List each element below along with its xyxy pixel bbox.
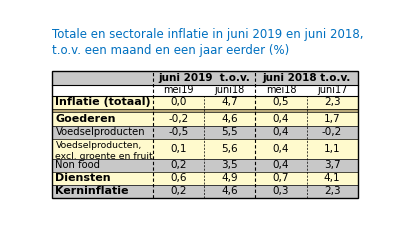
Text: 5,5: 5,5	[222, 127, 238, 137]
Text: mei19: mei19	[164, 85, 194, 95]
Text: Voedselproducten: Voedselproducten	[56, 127, 145, 137]
Bar	[52, 139, 358, 159]
Bar	[52, 85, 358, 96]
Text: juni 2018 t.o.v.: juni 2018 t.o.v.	[262, 73, 351, 83]
Text: 0,4: 0,4	[273, 114, 289, 124]
Text: 1,7: 1,7	[324, 114, 340, 124]
Text: 0,1: 0,1	[170, 144, 187, 154]
Text: Voedselproducten,
excl. groente en fruit: Voedselproducten, excl. groente en fruit	[56, 141, 153, 161]
Text: 0,2: 0,2	[170, 186, 187, 196]
Text: Goederen: Goederen	[56, 114, 116, 124]
Text: juni17: juni17	[317, 85, 347, 95]
Bar	[52, 96, 358, 109]
Bar	[52, 126, 358, 139]
Text: Non food: Non food	[56, 160, 100, 170]
Bar	[52, 109, 358, 112]
Text: 0,7: 0,7	[273, 173, 289, 183]
Bar	[52, 172, 358, 185]
Text: 4,9: 4,9	[222, 173, 238, 183]
Bar	[52, 185, 358, 198]
Text: 0,5: 0,5	[273, 97, 289, 107]
Text: 1,1: 1,1	[324, 144, 340, 154]
Text: 0,4: 0,4	[273, 160, 289, 170]
Text: Inflatie (totaal): Inflatie (totaal)	[56, 97, 151, 107]
Text: 0,0: 0,0	[170, 97, 187, 107]
Text: 2,3: 2,3	[324, 97, 340, 107]
Text: 2,3: 2,3	[324, 186, 340, 196]
Bar	[52, 71, 358, 198]
Text: 5,6: 5,6	[222, 144, 238, 154]
Text: 0,4: 0,4	[273, 144, 289, 154]
Text: 4,6: 4,6	[222, 114, 238, 124]
Text: juni 2019  t.o.v.: juni 2019 t.o.v.	[158, 73, 250, 83]
Text: 0,3: 0,3	[273, 186, 289, 196]
Text: 0,4: 0,4	[273, 127, 289, 137]
Text: Kerninflatie: Kerninflatie	[56, 186, 129, 196]
Text: 0,6: 0,6	[170, 173, 187, 183]
Text: 4,1: 4,1	[324, 173, 340, 183]
Text: -0,5: -0,5	[168, 127, 189, 137]
Text: Totale en sectorale inflatie in juni 2019 en juni 2018,
t.o.v. een maand en een : Totale en sectorale inflatie in juni 201…	[52, 28, 364, 57]
Bar	[52, 159, 358, 172]
Text: Diensten: Diensten	[56, 173, 111, 183]
Text: 3,7: 3,7	[324, 160, 340, 170]
Bar	[52, 112, 358, 126]
Bar	[52, 71, 358, 85]
Text: 4,7: 4,7	[222, 97, 238, 107]
Text: 4,6: 4,6	[222, 186, 238, 196]
Text: 3,5: 3,5	[222, 160, 238, 170]
Text: 0,2: 0,2	[170, 160, 187, 170]
Text: -0,2: -0,2	[322, 127, 342, 137]
Text: mei18: mei18	[266, 85, 296, 95]
Text: -0,2: -0,2	[168, 114, 189, 124]
Text: juni18: juni18	[215, 85, 245, 95]
